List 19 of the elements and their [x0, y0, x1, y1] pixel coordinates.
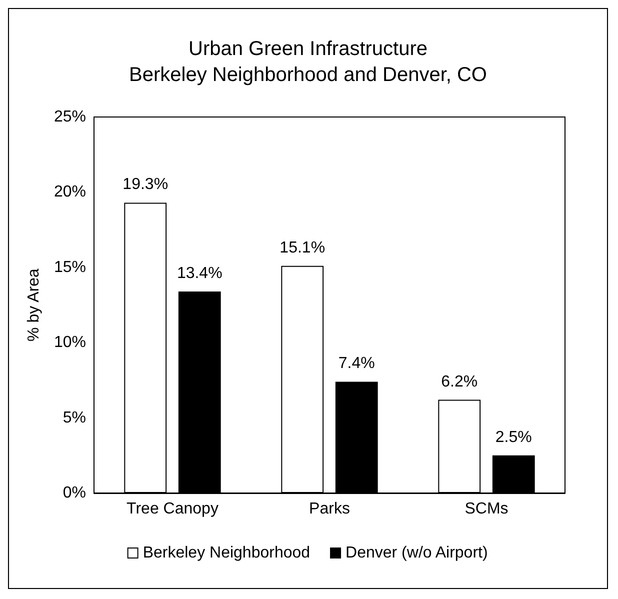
- data-label: 7.4%: [338, 355, 375, 372]
- y-tick-label: 0%: [62, 484, 86, 502]
- y-tick-label: 15%: [54, 258, 86, 276]
- x-tick-label: Tree Canopy: [126, 500, 218, 518]
- legend-label: Denver (w/o Airport): [346, 544, 488, 562]
- chart-title: Urban Green Infrastructure Berkeley Neighborhood and Denver, CO: [129, 38, 487, 86]
- legend-label: Berkeley Neighborhood: [142, 544, 310, 562]
- y-tick-label: 20%: [54, 184, 86, 201]
- data-label: 6.2%: [441, 373, 478, 390]
- y-tick-label: 5%: [62, 409, 86, 426]
- data-label: 19.3%: [122, 176, 168, 194]
- data-label: 2.5%: [495, 428, 532, 446]
- y-tick-label: 25%: [54, 108, 86, 126]
- x-tick-label: Parks: [309, 500, 350, 518]
- data-label: 13.4%: [176, 264, 222, 282]
- x-tick-label: SCMs: [464, 500, 508, 518]
- y-tick-label: 10%: [54, 334, 86, 352]
- y-axis-title: % by Area: [26, 268, 42, 342]
- data-label: 15.1%: [280, 239, 326, 256]
